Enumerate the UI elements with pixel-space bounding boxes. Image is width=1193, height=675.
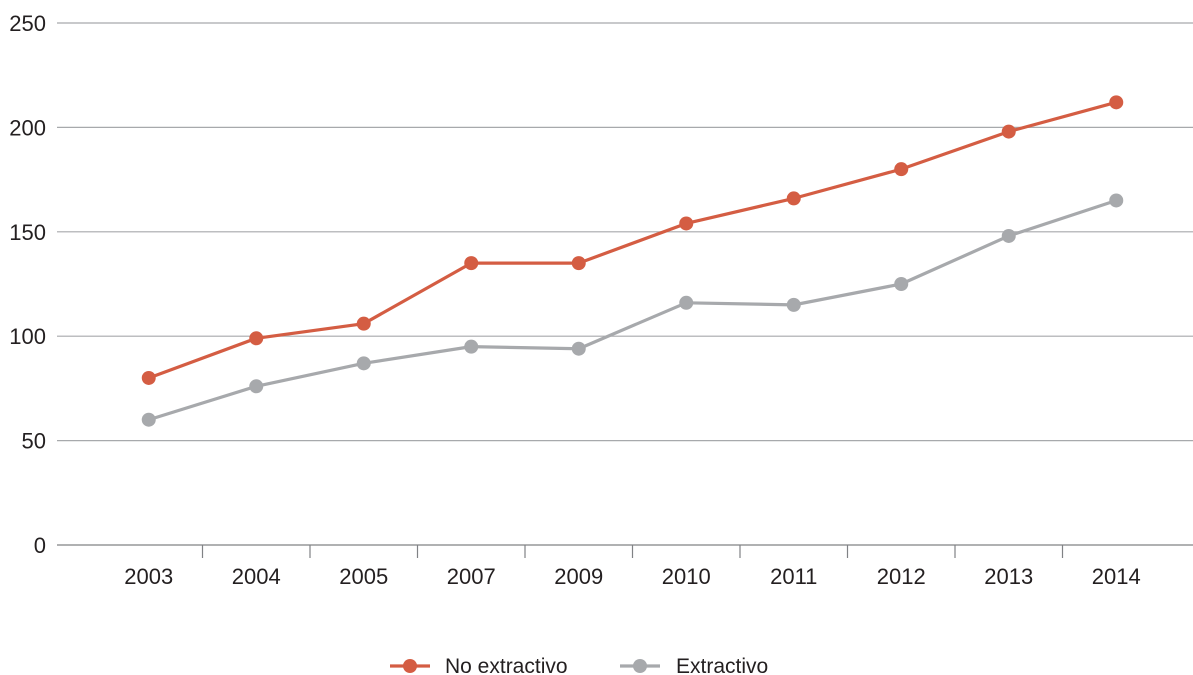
data-point [141,412,156,427]
y-axis-ticks: 0 50 100 150 200 250 [9,11,46,558]
data-point [1001,124,1016,139]
x-tick-label: 2009 [554,564,603,589]
data-point [679,216,694,231]
legend-swatch-marker [403,659,417,673]
data-point [141,370,156,385]
data-point [571,341,586,356]
legend-label: No extractivo [445,655,568,675]
data-point [356,356,371,371]
data-point [1109,95,1124,110]
data-point [464,256,479,271]
y-tick-label: 100 [9,324,46,349]
data-point [894,162,909,177]
x-tick-label: 2010 [662,564,711,589]
y-tick-label: 200 [9,115,46,140]
data-point [464,339,479,354]
data-point [1001,228,1016,243]
y-tick-label: 250 [9,11,46,36]
x-tick-label: 2013 [984,564,1033,589]
data-point [356,316,371,331]
x-tick-label: 2011 [770,564,817,589]
x-tick-label: 2005 [339,564,388,589]
series [141,95,1124,427]
legend-label: Extractivo [676,655,768,675]
legend-item-0: No extractivo [390,655,568,675]
legend-item-1: Extractivo [620,655,768,675]
y-tick-label: 50 [22,429,46,454]
data-point [679,295,694,310]
data-point [249,379,264,394]
x-tick-label: 2004 [232,564,281,589]
legend-swatch-marker [633,659,647,673]
x-tick-label: 2014 [1092,564,1141,589]
series-0 [141,95,1124,385]
series-line [148,100,1117,380]
legend: No extractivo Extractivo [390,655,768,675]
x-tick-label: 2003 [124,564,173,589]
data-point [786,297,801,312]
data-point [571,256,586,271]
x-axis: 2003 2004 2005 2007 2009 2010 2011 2012 2013 2014 [57,544,1193,589]
data-point [1109,193,1124,208]
x-tick-label: 2007 [447,564,496,589]
data-point [786,191,801,206]
y-tick-label: 0 [34,533,46,558]
data-point [894,277,909,291]
data-point [249,331,264,346]
series-1 [141,193,1124,427]
x-tick-label: 2012 [877,564,926,589]
series-line [148,198,1117,422]
y-tick-label: 150 [9,220,46,245]
